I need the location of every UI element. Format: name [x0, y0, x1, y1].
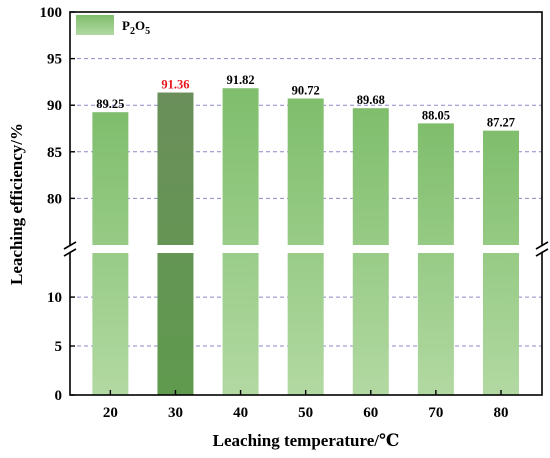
x-tick-label: 60	[363, 405, 378, 421]
bar-value-label: 88.05	[422, 108, 450, 122]
x-tick-label: 70	[428, 405, 443, 421]
x-tick-label: 40	[233, 405, 248, 421]
x-tick-label: 30	[168, 405, 183, 421]
x-tick-label: 50	[298, 405, 313, 421]
legend-swatch	[76, 15, 114, 35]
bar-value-label: 89.25	[96, 97, 124, 111]
y-axis-title: Leaching efficiency/%	[7, 123, 26, 285]
grid-lines	[70, 58, 542, 347]
y-tick-label: 90	[47, 98, 62, 114]
y-tick-label: 10	[47, 290, 62, 306]
value-labels: 89.25 91.36 91.82 90.72 89.68 88.05 87.27	[96, 73, 515, 129]
y-tick-label: 5	[55, 339, 63, 355]
break-mark-left-top	[63, 241, 77, 250]
bar	[92, 112, 129, 395]
axis-break-gap	[70, 245, 542, 253]
bar-value-label: 89.68	[357, 93, 385, 107]
bar-value-label: 90.72	[292, 83, 320, 97]
bar	[222, 88, 259, 395]
bar	[157, 92, 194, 395]
bar	[482, 130, 519, 395]
y-tick-label: 100	[40, 5, 63, 21]
break-mark-left-bottom	[63, 248, 77, 257]
bar-value-label: 87.27	[487, 116, 515, 130]
x-axis-title: Leaching temperature/℃	[213, 431, 400, 450]
bar	[417, 123, 454, 396]
legend: P2O5	[76, 15, 150, 37]
x-tick-label: 80	[493, 405, 508, 421]
y-tick-label: 85	[47, 145, 62, 161]
bar-value-label: 91.36	[161, 78, 189, 92]
x-tick-label: 20	[103, 405, 118, 421]
y-tick-label: 0	[55, 388, 63, 404]
bars	[92, 88, 519, 396]
frame-break-right	[537, 245, 546, 253]
axis-ticks: 20 30 40 50 60 70 80 0 5 10 80 85 90 95 100	[40, 5, 509, 421]
break-mark-right-top	[535, 241, 549, 250]
frame-break-left	[66, 245, 75, 253]
break-mark-right-bottom	[535, 248, 549, 257]
y-tick-label: 95	[47, 52, 62, 68]
legend-label: P2O5	[122, 18, 150, 37]
bar-value-label: 91.82	[227, 73, 255, 87]
y-tick-label: 80	[47, 191, 62, 207]
